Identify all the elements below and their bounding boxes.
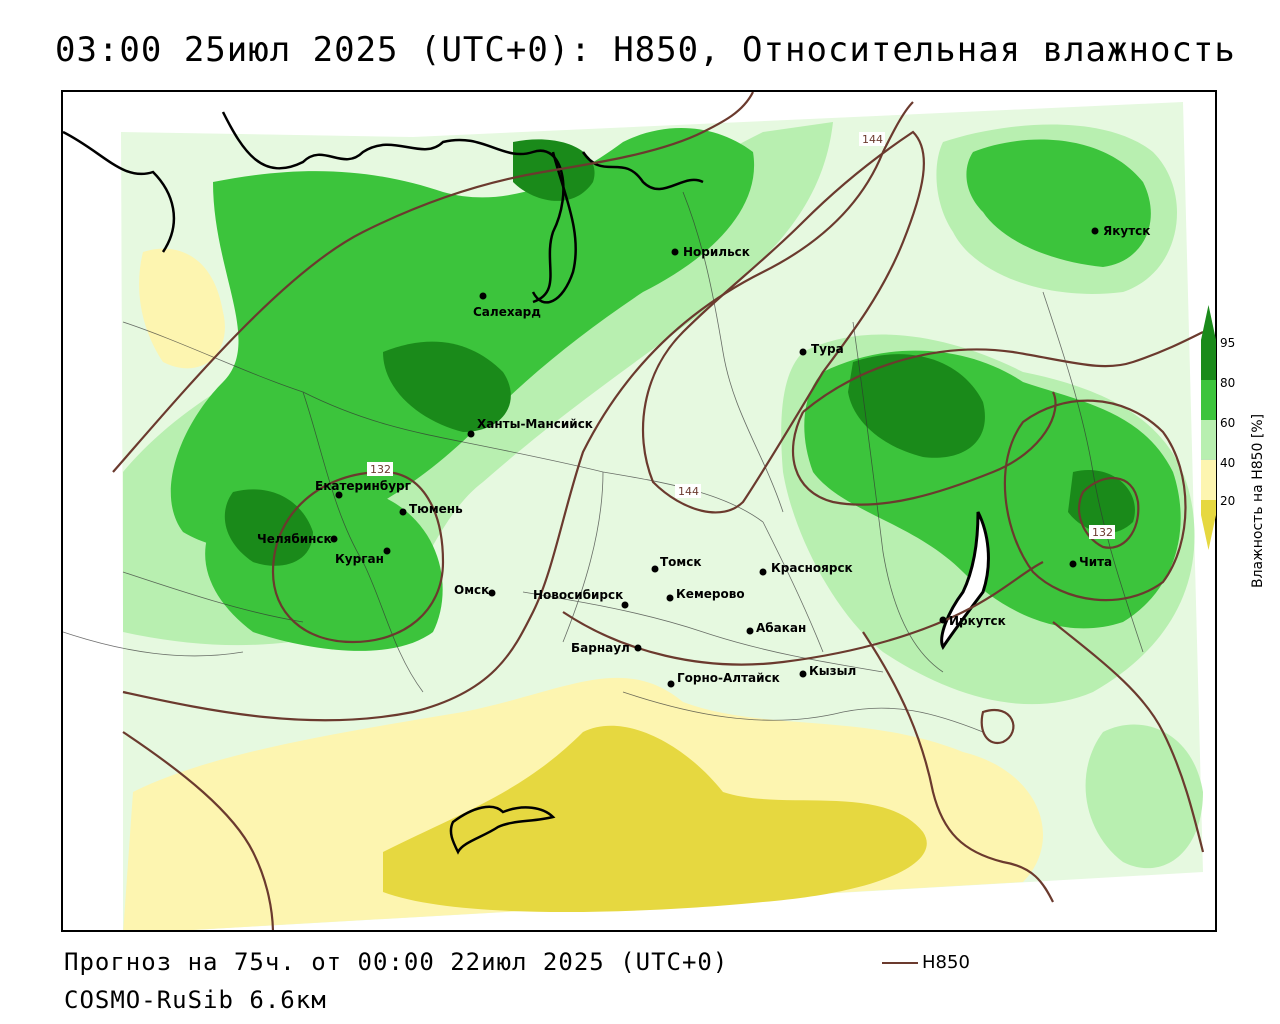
map-canvas: 144 132 144 132 Якутск Норильск Салехард… (63, 92, 1205, 930)
colorbar-title: Влажность на H850 [%] (1250, 413, 1266, 588)
gulf-of-ob (531, 151, 577, 304)
city-marker (621, 601, 629, 609)
city-marker (666, 594, 674, 602)
saturated-region-2 (224, 489, 313, 566)
legend-line-sample (882, 962, 918, 964)
city-label: Якутск (1103, 224, 1150, 238)
cities: Якутск Норильск Салехард Тура Ханты-Манс… (257, 224, 1150, 688)
colorbar (1200, 305, 1217, 550)
city-label: Тура (811, 342, 844, 356)
city-label: Салехард (473, 305, 541, 319)
lake-baikal (940, 511, 990, 650)
city-marker (335, 491, 343, 499)
contour-label: 144 (862, 133, 883, 146)
forecast-info: Прогноз на 75ч. от 00:00 22июл 2025 (UTC… (64, 948, 729, 976)
contour-label: 132 (1092, 526, 1113, 539)
city-marker (1091, 227, 1099, 235)
saturated-region-3 (848, 354, 985, 458)
legend-label: H850 (922, 952, 970, 973)
city-marker (383, 547, 391, 555)
city-label: Иркутск (949, 614, 1006, 628)
colorbar-tick: 40 (1220, 456, 1236, 470)
coastline (63, 111, 704, 304)
saturated-region-4 (1068, 470, 1135, 533)
city-marker (399, 508, 407, 516)
colorbar-tick: 80 (1220, 376, 1236, 390)
city-label: Томск (660, 555, 702, 569)
saturated-region-1 (383, 341, 511, 432)
moist-region-southeast (1085, 724, 1203, 869)
contour-label: 144 (678, 485, 699, 498)
city-marker (671, 248, 679, 256)
city-label: Тюмень (409, 502, 463, 516)
city-label: Абакан (756, 621, 806, 635)
city-label: Омск (454, 583, 489, 597)
city-marker (746, 627, 754, 635)
city-marker (634, 644, 642, 652)
city-marker (799, 348, 807, 356)
map-title: 03:00 25июл 2025 (UTC+0): H850, Относите… (55, 30, 1236, 70)
city-marker (651, 565, 659, 573)
city-marker (939, 616, 947, 624)
city-marker (759, 568, 767, 576)
city-marker (799, 670, 807, 678)
city-marker (1069, 560, 1077, 568)
contour-label: 132 (370, 463, 391, 476)
city-marker (488, 589, 496, 597)
city-marker (479, 292, 487, 300)
city-label: Кызыл (809, 664, 856, 678)
model-name: COSMO-RuSib 6.6км (64, 986, 327, 1014)
city-marker (667, 680, 675, 688)
city-marker (467, 430, 475, 438)
wet-region-northeast (966, 139, 1151, 267)
city-label: Челябинск (257, 532, 332, 546)
very-dry-region (383, 725, 927, 912)
colorbar-graphic (1200, 305, 1217, 550)
wet-region-north (170, 128, 755, 550)
contour-labels: 144 132 144 132 (367, 132, 1115, 539)
city-label: Барнаул (571, 641, 630, 655)
colorbar-tick: 95 (1220, 336, 1236, 350)
h850-contours (112, 92, 1205, 930)
city-label: Норильск (683, 245, 750, 259)
city-label: Красноярск (771, 561, 853, 575)
dry-region-west (139, 248, 225, 369)
lake-balkhash (449, 805, 556, 855)
region-borders (63, 191, 1144, 733)
colorbar-tick: 60 (1220, 416, 1236, 430)
city-label: Ханты-Мансийск (477, 417, 593, 431)
city-label: Екатеринбург (315, 479, 411, 493)
city-label: Горно-Алтайск (677, 671, 780, 685)
map-area: 144 132 144 132 Якутск Норильск Салехард… (61, 90, 1217, 932)
colorbar-tick: 20 (1220, 494, 1236, 508)
city-label: Новосибирск (533, 588, 623, 602)
city-label: Чита (1079, 555, 1112, 569)
city-label: Курган (335, 552, 384, 566)
city-marker (330, 535, 338, 543)
city-label: Кемерово (676, 587, 745, 601)
